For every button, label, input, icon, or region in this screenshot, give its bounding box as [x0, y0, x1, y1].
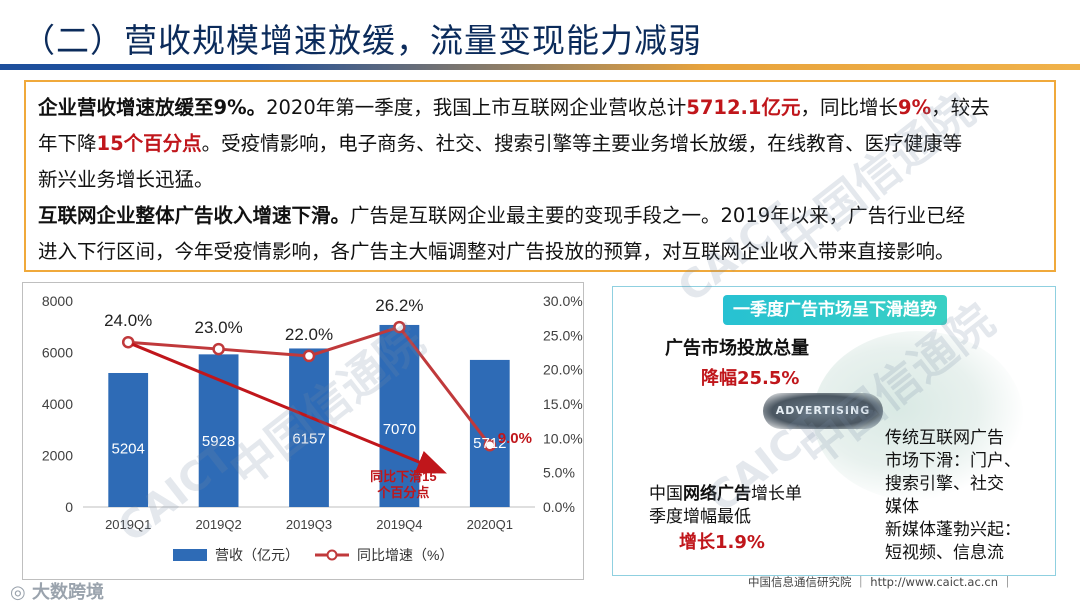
bar-value-label: 5204 [112, 440, 145, 457]
traditional-text-2: 市场下滑：门户、 [885, 451, 1021, 471]
lead-revenue: 企业营收增速放缓至9%。 [38, 96, 267, 119]
bar-value-label: 5928 [202, 433, 235, 450]
y-right-tick-label: 20.0% [543, 362, 583, 378]
bar-value-label: 6157 [292, 430, 325, 447]
revenue-value: 5712.1亿元 [686, 96, 801, 119]
y-right-tick-label: 15.0% [543, 396, 583, 412]
legend-marker-line [326, 549, 338, 561]
summary-line-2: 年下降15个百分点。受疫情影响，电子商务、社交、搜索引擎等主要业务增长放缓，在线… [38, 126, 962, 162]
ad-market-panel: 一季度广告市场呈下滑趋势 ADVERTISING 广告市场投放总量 降幅25.5… [612, 286, 1056, 576]
y-left-tick-label: 0 [65, 499, 73, 515]
bar-2020Q1 [469, 359, 510, 507]
logo-text: 大数跨境 [32, 582, 104, 603]
growth-value-label: 9.0% [498, 430, 532, 447]
trend-arrow [131, 342, 447, 474]
footer-source: 中国信息通信研究院 ｜ http://www.caict.ac.cn ｜ [748, 575, 1014, 589]
total-value: 降幅25.5% [701, 368, 800, 389]
summary-textbox: 企业营收增速放缓至9%。2020年第一季度，我国上市互联网企业营收总计5712.… [24, 80, 1056, 272]
summary-line-1: 企业营收增速放缓至9%。2020年第一季度，我国上市互联网企业营收总计5712.… [38, 90, 990, 126]
y-right-tick-label: 10.0% [543, 430, 583, 446]
text-span: 。受疫情影响，电子商务、社交、搜索引擎等主要业务增长放缓，在线教育、医疗健康等 [201, 132, 963, 155]
legend-label-bar: 营收（亿元） [215, 547, 299, 563]
text-span: ，同比增长 [800, 96, 899, 119]
x-tick-label: 2020Q1 [467, 517, 513, 532]
text-span: ，较去 [931, 96, 990, 119]
traditional-text-4: 媒体 [885, 497, 919, 517]
page-title: （二）营收规模增速放缓，流量变现能力减弱 [22, 21, 702, 60]
text-span: 增长单 [751, 484, 802, 504]
traditional-text-1: 传统互联网广告 [885, 428, 1004, 448]
annotation-line1: 同比下滑15 [370, 469, 436, 484]
title-underline-accent [250, 64, 1080, 70]
growth-value: 9% [898, 96, 932, 119]
text-span: 年下降 [38, 132, 97, 155]
y-right-tick-label: 25.0% [543, 327, 583, 343]
text-span: 2020年第一季度，我国上市互联网企业营收总计 [266, 96, 687, 119]
china-value: 增长1.9% [679, 532, 765, 553]
bar-value-label: 7070 [383, 421, 416, 438]
bar-2019Q2 [198, 354, 239, 507]
china-text-1: 中国网络广告增长单 [649, 483, 802, 506]
y-left-tick-label: 4000 [42, 396, 73, 412]
text-span: 网络广告 [683, 484, 751, 504]
summary-line-5: 进入下行区间，今年受疫情影响，各广告主大幅调整对广告投放的预算，对互联网企业收入… [38, 240, 955, 263]
legend-label-line: 同比增速（%） [357, 547, 453, 563]
x-tick-label: 2019Q4 [376, 517, 422, 532]
growth-point-2019Q2 [212, 342, 225, 356]
x-tick-label: 2019Q1 [105, 517, 151, 532]
logo-icon: ◎ [10, 582, 26, 603]
summary-line-4: 互联网企业整体广告收入增速下滑。广告是互联网企业最主要的变现手段之一。2019年… [38, 198, 965, 234]
growth-value-label: 24.0% [104, 311, 152, 330]
legend-swatch-bar [173, 549, 207, 561]
y-right-tick-label: 30.0% [543, 293, 583, 309]
newmedia-text-1: 新媒体蓬勃兴起： [885, 520, 1021, 540]
newmedia-text-2: 短视频、信息流 [885, 543, 1004, 563]
total-label: 广告市场投放总量 [665, 338, 809, 359]
growth-value-label: 23.0% [194, 318, 242, 337]
revenue-chart: 0 2000 4000 6000 8000 0.0% 5.0% 10.0% 15.0% 20.0%… [42, 293, 583, 563]
growth-value-label: 26.2% [375, 296, 423, 315]
annotation-line2: 个百分点 [376, 485, 429, 500]
y-right-tick-label: 0.0% [543, 499, 575, 515]
bar-2019Q1 [108, 372, 149, 507]
bar-2019Q4 [379, 324, 420, 507]
growth-point-2019Q3 [302, 349, 316, 363]
bar-2019Q3 [289, 348, 329, 507]
y-left-tick-label: 2000 [42, 448, 73, 464]
y-left-tick-label: 6000 [42, 345, 73, 361]
text-span: 中国 [649, 484, 683, 504]
x-tick-label: 2019Q2 [195, 517, 241, 532]
brand-logo: ◎ 大数跨境 [10, 578, 104, 604]
growth-point-2019Q4 [393, 320, 406, 334]
growth-point-2019Q1 [121, 335, 135, 349]
decline-value: 15个百分点 [96, 132, 202, 155]
advertising-graphic: ADVERTISING [763, 393, 883, 429]
y-left-tick-label: 8000 [42, 293, 73, 309]
summary-line-3: 新兴业务增长迅猛。 [38, 168, 214, 191]
revenue-chart-frame: 0 2000 4000 6000 8000 0.0% 5.0% 10.0% 15.0% 20.0%… [22, 282, 584, 580]
lead-advertising: 互联网企业整体广告收入增速下滑。 [38, 204, 351, 227]
y-right-tick-label: 5.0% [543, 465, 575, 481]
traditional-text-3: 搜索引擎、社交 [885, 474, 1004, 494]
growth-value-label: 22.0% [285, 325, 333, 344]
china-text-2: 季度增幅最低 [649, 507, 751, 527]
growth-point-2020Q1 [483, 438, 497, 452]
bar-value-label: 5712 [473, 435, 506, 452]
x-tick-label: 2019Q3 [286, 517, 332, 532]
ad-market-tag: 一季度广告市场呈下滑趋势 [723, 295, 947, 325]
text-span: 广告是互联网企业最主要的变现手段之一。2019年以来，广告行业已经 [350, 204, 966, 227]
